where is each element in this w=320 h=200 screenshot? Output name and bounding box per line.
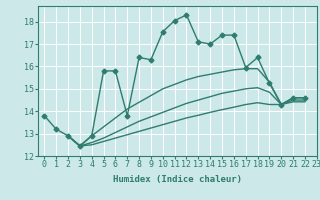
X-axis label: Humidex (Indice chaleur): Humidex (Indice chaleur)	[113, 175, 242, 184]
